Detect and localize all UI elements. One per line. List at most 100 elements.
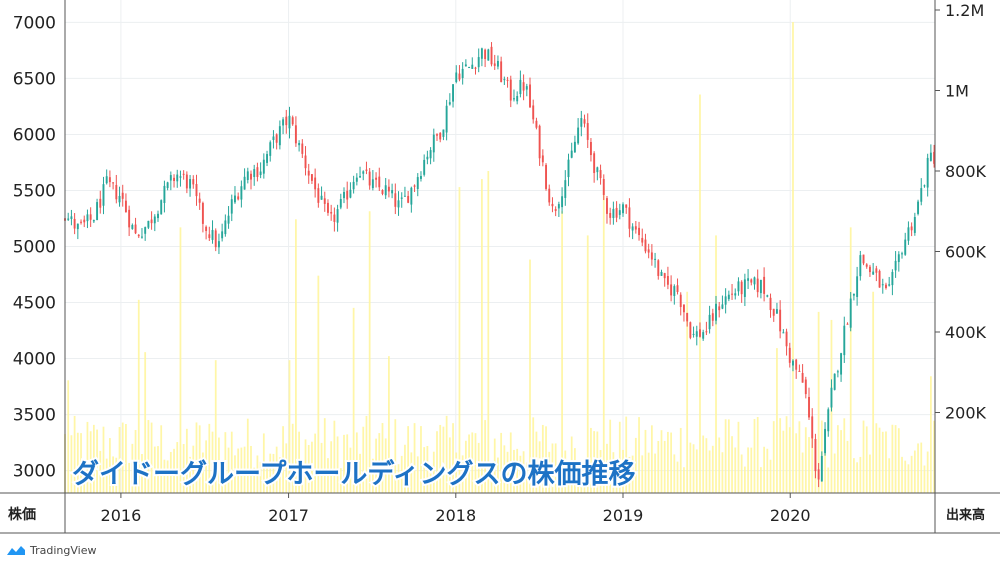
volume-bar [872,291,875,493]
volume-bar [429,468,432,493]
volume-bar [83,459,86,493]
volume-bar [766,448,769,493]
candle-body [737,281,740,292]
volume-bar [583,462,586,493]
volume-bar [163,459,166,493]
candle-body [166,182,169,189]
volume-bar [272,453,275,493]
volume-bar [349,447,352,493]
volume-bar [808,437,810,493]
candle-body [73,218,76,229]
volume-bar [80,433,82,493]
candle-body [897,254,900,263]
candle-body [618,210,621,215]
volume-bar [477,442,480,493]
candle-body [750,279,753,283]
candle-body [468,66,471,68]
volume-bar [134,429,137,493]
candle-body [525,86,528,90]
candle-body [336,209,339,223]
candle-body [429,150,432,159]
candle-body [330,211,333,214]
candle-body [785,331,788,347]
volume-bar [772,421,775,493]
candle-body [480,48,483,59]
volume-bar [359,453,361,493]
price-tick-label: 5000 [13,238,56,258]
price-tick-label: 7000 [13,13,56,33]
volume-bar [596,431,599,493]
candle-body [650,252,653,260]
volume-bar [506,451,509,493]
candle-body [205,226,208,232]
candle-body [743,279,746,297]
volume-tick-label: 200K [945,404,987,423]
candle-body [859,255,862,277]
volume-bar [846,440,849,493]
candle-body [474,67,477,69]
volume-bar [862,420,865,493]
volume-bar [497,457,499,493]
year-tick-label: 2019 [603,506,644,525]
volume-bar [827,467,830,493]
volume-bar [259,461,262,493]
candle-body [679,294,682,308]
volume-bar [686,291,689,493]
volume-bar [586,235,589,493]
volume-bar [394,419,397,493]
candle-body [788,347,791,363]
candle-body [554,209,557,211]
volume-bar [282,426,284,493]
candle-body [291,117,294,125]
volume-bar [144,352,147,493]
volume-bar [112,456,114,493]
candle-body [881,284,884,286]
volume-bar [468,434,470,493]
volume-bar [195,422,198,493]
volume-axis-label: 出来高 [946,507,985,523]
tradingview-logo-icon [7,546,25,555]
volume-bar [718,437,721,493]
chart-title: ダイドーグループホールディングスの株価推移 [72,458,636,490]
tradingview-branding[interactable]: TradingView [6,541,96,559]
volume-bar [487,171,490,493]
volume-bar [843,418,846,493]
volume-bar [375,438,377,493]
volume-bar [541,424,544,493]
volume-bar [330,441,333,493]
candle-body [99,198,102,208]
volume-bar [118,427,121,493]
volume-bar [574,448,576,493]
volume-bar [670,432,672,493]
volume-bar [926,451,929,493]
volume-bar [708,450,711,493]
volume-bar [304,439,307,493]
volume-bar [237,448,240,493]
volume-bar [240,447,243,493]
candle-body [929,152,932,161]
volume-bar [96,429,98,493]
volume-bar [875,423,878,493]
candle-body [227,215,230,224]
volume-bar [192,445,195,493]
candle-body [519,79,522,95]
volume-bar [679,427,682,493]
volume-bar [89,431,92,493]
volume-bar [407,426,410,493]
volume-bar [689,442,692,493]
volume-bar [176,442,179,493]
candle-body [509,79,512,101]
candle-body [564,180,567,198]
volume-bar [458,187,461,493]
volume-bar [910,455,913,493]
candle-body [894,260,897,271]
candle-body [843,325,846,356]
candle-body [349,189,352,198]
candle-body [298,143,301,146]
candle-body [577,127,580,144]
volume-bar [692,444,695,493]
candle-body [926,157,929,188]
volume-bar [378,433,381,493]
candle-body [583,119,586,124]
volume-bar [763,446,765,493]
